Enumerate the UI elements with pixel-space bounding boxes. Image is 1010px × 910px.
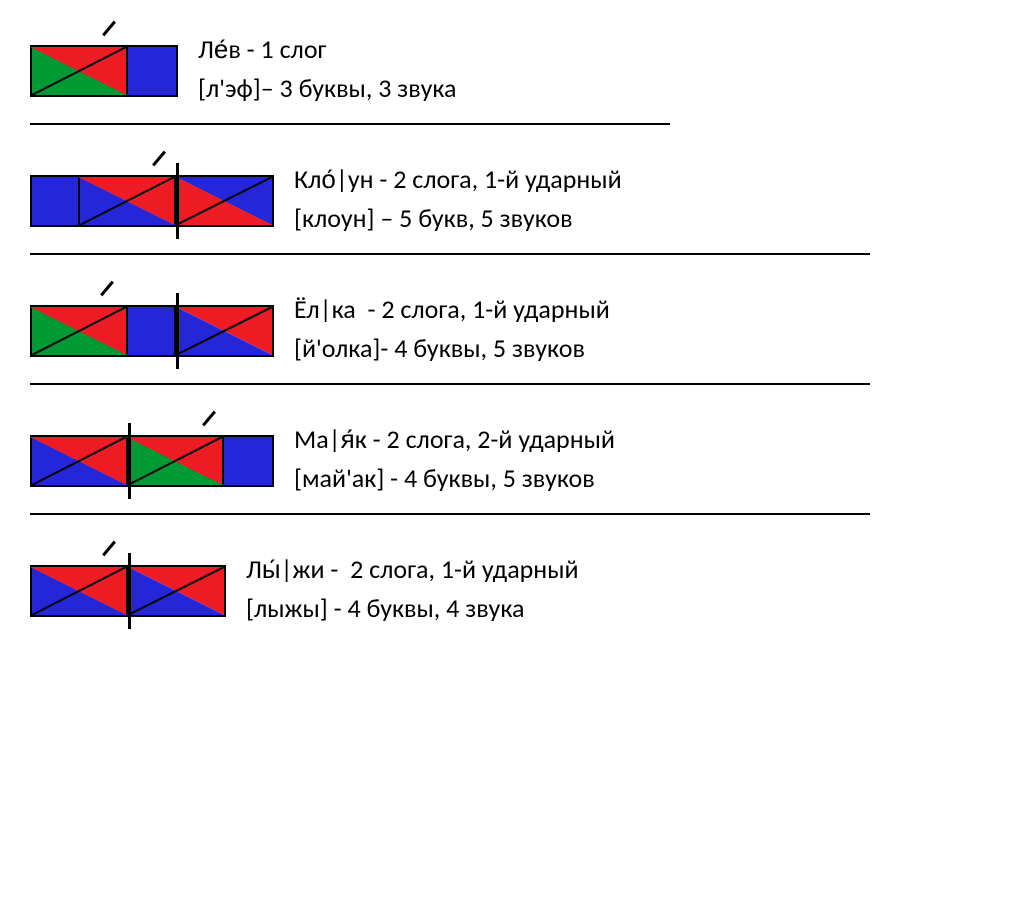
syllable-divider [176,163,179,239]
sound-cell [128,567,224,615]
entry-separator [30,513,870,515]
sound-cell [128,437,224,485]
diagram-kloun [30,150,274,227]
stress-mark [202,411,216,427]
diagram-mayak [30,410,274,487]
transcription-line: [л'эф]– 3 буквы, 3 звука [198,69,457,108]
syllable-divider [128,423,131,499]
transcription-line: [й'олка]- 4 буквы, 5 звуков [294,329,610,368]
diagram-lyzhi [30,540,226,617]
phonetic-diagrams-list: Ле́в - 1 слог[л'эф]– 3 буквы, 3 звука Кло… [30,20,980,628]
text-kloun: Кло́|ун - 2 слога, 1-й ударный[клоун] – … [274,150,622,238]
text-lev: Ле́в - 1 слог[л'эф]– 3 буквы, 3 звука [178,20,457,108]
sound-cell [128,307,176,355]
stress-mark [100,281,114,297]
entry-lev: Ле́в - 1 слог[л'эф]– 3 буквы, 3 звука [30,20,980,108]
diagram-yolka [30,280,274,357]
diagram-lev [30,20,178,97]
syllable-divider [128,553,131,629]
word-syllable-line: Лы́|жи - 2 слога, 1-й ударный [246,550,579,589]
sound-cell [32,437,128,485]
entry-separator [30,123,670,125]
entry-mayak: Ма|я́к - 2 слога, 2-й ударный[май'ак] - … [30,410,980,498]
sound-cell [32,307,128,355]
transcription-line: [лыжы] - 4 буквы, 4 звука [246,589,579,628]
sound-cell [32,47,128,95]
text-yolka: Ёл|ка - 2 слога, 1-й ударный[й'олка]- 4 … [274,280,610,368]
transcription-line: [клоун] – 5 букв, 5 звуков [294,199,622,238]
sound-cell [32,177,80,225]
text-mayak: Ма|я́к - 2 слога, 2-й ударный[май'ак] - … [274,410,615,498]
stress-mark [102,21,116,37]
stress-mark [102,541,116,557]
entry-kloun: Кло́|ун - 2 слога, 1-й ударный[клоун] – … [30,150,980,238]
sound-cell [32,567,128,615]
syllable-divider [176,293,179,369]
word-syllable-line: Ма|я́к - 2 слога, 2-й ударный [294,420,615,459]
entry-yolka: Ёл|ка - 2 слога, 1-й ударный[й'олка]- 4 … [30,280,980,368]
sound-cell [176,307,272,355]
entry-separator [30,383,870,385]
transcription-line: [май'ак] - 4 буквы, 5 звуков [294,459,615,498]
sound-cell [80,177,176,225]
entry-lyzhi: Лы́|жи - 2 слога, 1-й ударный[лыжы] - 4 … [30,540,980,628]
word-syllable-line: Ёл|ка - 2 слога, 1-й ударный [294,290,610,329]
word-syllable-line: Ле́в - 1 слог [198,30,457,69]
word-syllable-line: Кло́|ун - 2 слога, 1-й ударный [294,160,622,199]
stress-mark [152,151,166,167]
sound-cell [128,47,176,95]
entry-separator [30,253,870,255]
text-lyzhi: Лы́|жи - 2 слога, 1-й ударный[лыжы] - 4 … [226,540,579,628]
sound-cell [176,177,272,225]
sound-cell [224,437,272,485]
